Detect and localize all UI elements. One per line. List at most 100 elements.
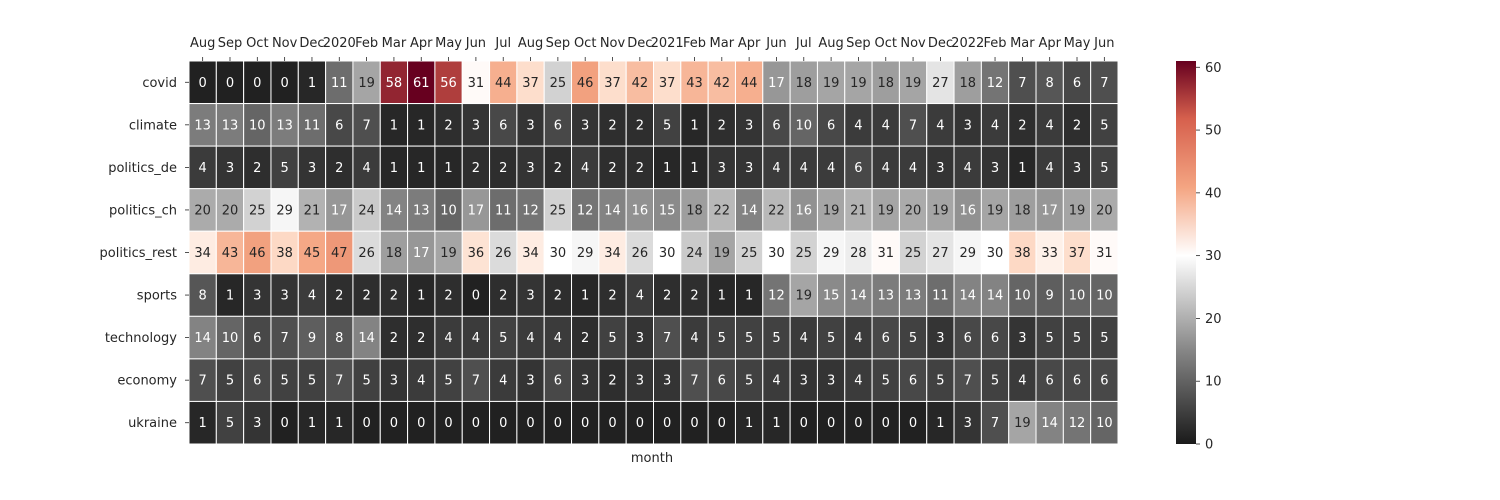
cell-value-label: 14: [604, 203, 621, 218]
heatmap-cell: [680, 273, 709, 317]
cell-value-label: 3: [581, 374, 589, 389]
cell-value-label: 37: [604, 76, 621, 91]
heatmap-cell: [489, 315, 518, 360]
cell-value-label: 11: [495, 203, 512, 218]
cell-value-label: 2: [335, 289, 343, 304]
cell-value-label: 0: [199, 76, 207, 91]
cell-value-label: 1: [772, 416, 780, 431]
x-tick-label: Jun: [1093, 36, 1114, 51]
heatmap-cell: [489, 60, 518, 105]
cell-value-label: 18: [1014, 203, 1031, 218]
x-tick-label: Apr: [1038, 36, 1061, 51]
heatmap-cell: [898, 103, 928, 147]
heatmap-cell: [489, 230, 518, 275]
cell-value-label: 6: [718, 374, 726, 389]
cell-value-label: 14: [194, 331, 211, 346]
cell-value-label: 1: [199, 416, 207, 431]
cell-value-label: 7: [199, 374, 207, 389]
cell-value-label: 16: [959, 203, 976, 218]
heatmap-cell: [461, 103, 491, 147]
cell-value-label: 19: [823, 76, 840, 91]
cell-value-label: 18: [686, 203, 703, 218]
heatmap-cell: [434, 188, 463, 232]
heatmap-cell: [844, 188, 873, 232]
cell-value-label: 3: [745, 161, 753, 176]
cell-value-label: 37: [522, 76, 539, 91]
cell-value-label: 2: [499, 289, 507, 304]
heatmap-cell: [270, 400, 299, 445]
x-tick-label: Oct: [875, 36, 897, 51]
cell-value-label: 8: [199, 289, 207, 304]
cell-value-label: 2: [1018, 118, 1026, 133]
cell-value-label: 6: [1100, 374, 1108, 389]
x-tick-label: 2021: [651, 36, 684, 51]
cell-value-label: 4: [554, 331, 562, 346]
cell-value-label: 42: [714, 76, 731, 91]
heatmap-cells: [188, 60, 1119, 445]
cell-value-label: 1: [335, 416, 343, 431]
cell-value-label: 18: [959, 76, 976, 91]
cell-value-label: 30: [987, 246, 1004, 261]
cell-value-label: 21: [304, 203, 321, 218]
cell-value-label: 13: [413, 203, 430, 218]
heatmap-cell: [1035, 188, 1064, 232]
cell-value-label: 0: [827, 416, 835, 431]
cell-value-label: 8: [1046, 76, 1054, 91]
cell-value-label: 30: [550, 246, 567, 261]
cell-value-label: 25: [550, 76, 567, 91]
heatmap-cell: [762, 315, 791, 360]
x-tick-label: Mar: [382, 36, 407, 51]
cell-value-label: 25: [249, 203, 266, 218]
cell-value-label: 6: [1073, 76, 1081, 91]
cell-value-label: 0: [526, 416, 534, 431]
heatmap-cell: [325, 145, 354, 190]
cell-value-label: 19: [1069, 203, 1086, 218]
heatmap-cell: [1090, 103, 1119, 147]
heatmap-cell: [653, 358, 682, 402]
cell-value-label: 5: [608, 331, 616, 346]
heatmap-cell: [926, 315, 955, 360]
cell-value-label: 18: [386, 246, 403, 261]
cell-value-label: 19: [932, 203, 949, 218]
cell-value-label: 6: [909, 374, 917, 389]
heatmap-cell: [734, 230, 764, 275]
cell-value-label: 19: [1014, 416, 1031, 431]
cell-value-label: 25: [550, 203, 567, 218]
cell-value-label: 6: [991, 331, 999, 346]
heatmap-cell: [270, 145, 299, 190]
heatmap-cell: [1090, 145, 1119, 190]
cell-value-label: 4: [936, 118, 944, 133]
heatmap-cell: [980, 400, 1010, 445]
heatmap-cell: [680, 145, 709, 190]
cell-value-label: 46: [249, 246, 266, 261]
cell-value-label: 17: [413, 246, 430, 261]
cell-value-label: 2: [663, 289, 671, 304]
cell-value-label: 6: [772, 118, 780, 133]
cell-value-label: 1: [1018, 161, 1026, 176]
cell-value-label: 5: [362, 374, 370, 389]
cell-value-label: 6: [253, 331, 261, 346]
heatmap-cell: [1090, 400, 1119, 445]
heatmap-cell: [1062, 315, 1092, 360]
cell-value-label: 0: [663, 416, 671, 431]
cell-value-label: 3: [526, 374, 534, 389]
heatmap-cell: [707, 60, 736, 105]
cell-value-label: 17: [768, 76, 785, 91]
cell-value-label: 3: [964, 416, 972, 431]
cell-value-label: 0: [390, 416, 398, 431]
cell-value-label: 0: [362, 416, 370, 431]
heatmap-cell: [762, 103, 791, 147]
x-tick-label: Feb: [683, 36, 706, 51]
cell-value-label: 3: [991, 161, 999, 176]
cell-value-label: 25: [796, 246, 813, 261]
heatmap-cell: [653, 400, 682, 445]
cell-value-label: 3: [308, 161, 316, 176]
cell-value-label: 12: [768, 289, 785, 304]
x-tick-label: Mar: [710, 36, 735, 51]
cell-value-label: 17: [331, 203, 348, 218]
heatmap-cell: [844, 230, 873, 275]
heatmap-cell: [926, 400, 955, 445]
heatmap-cell: [407, 145, 436, 190]
cell-value-label: 3: [526, 161, 534, 176]
heatmap-cell: [980, 230, 1010, 275]
